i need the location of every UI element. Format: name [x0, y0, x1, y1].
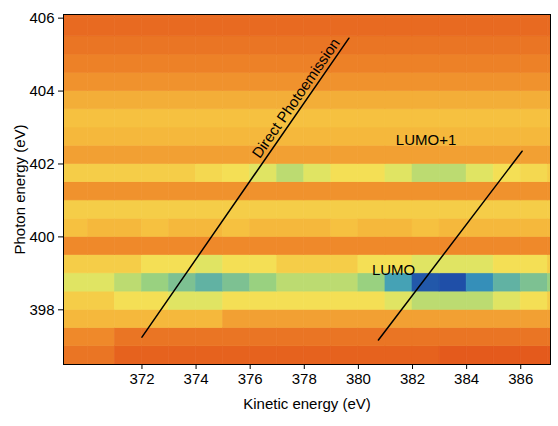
- svg-text:376: 376: [238, 370, 263, 387]
- svg-text:398: 398: [29, 301, 54, 318]
- svg-text:402: 402: [29, 155, 54, 172]
- svg-text:Photon energy (eV): Photon energy (eV): [11, 124, 28, 254]
- svg-text:400: 400: [29, 228, 54, 245]
- svg-text:378: 378: [292, 370, 317, 387]
- svg-text:LUMO: LUMO: [372, 261, 415, 278]
- svg-text:382: 382: [400, 370, 425, 387]
- svg-text:372: 372: [129, 370, 154, 387]
- svg-text:380: 380: [346, 370, 371, 387]
- svg-text:384: 384: [454, 370, 479, 387]
- svg-text:406: 406: [29, 9, 54, 26]
- svg-text:Kinetic energy (eV): Kinetic energy (eV): [243, 395, 371, 412]
- svg-text:LUMO+1: LUMO+1: [396, 131, 456, 148]
- svg-text:386: 386: [508, 370, 533, 387]
- svg-text:374: 374: [184, 370, 209, 387]
- svg-text:Direct Photoemission: Direct Photoemission: [248, 35, 343, 161]
- svg-text:404: 404: [29, 82, 54, 99]
